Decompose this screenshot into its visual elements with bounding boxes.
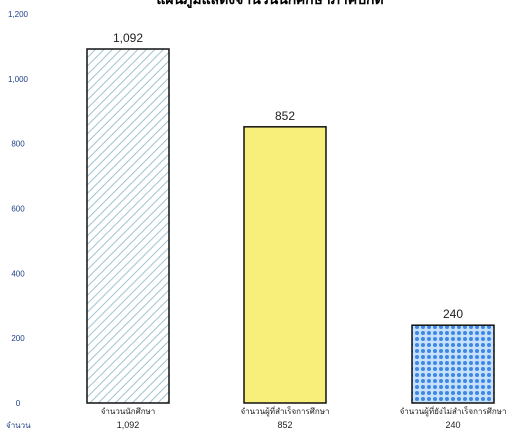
bar-value-label: 240 — [443, 307, 463, 321]
table-value: 240 — [445, 420, 460, 430]
y-tick-label: 800 — [11, 140, 25, 149]
bars — [86, 48, 495, 404]
bar-value-label: 852 — [275, 109, 295, 123]
chart-title: แผนภูมิแสดงจำนวนนักศึกษาภาคปกติ — [156, 0, 383, 8]
bar — [243, 126, 327, 404]
bar-value-label: 1,092 — [113, 31, 143, 45]
category-labels: จำนวนนักศึกษา จำนวนผู้ที่สำเร็จการศึกษา จำ… — [101, 405, 507, 417]
y-tick-label: 600 — [11, 205, 25, 214]
table-value: 1,092 — [117, 420, 140, 430]
y-tick-label: 1,200 — [8, 10, 29, 19]
category-label: จำนวนผู้ที่สำเร็จการศึกษา — [241, 405, 330, 417]
bar — [86, 48, 170, 404]
y-tick-label: 0 — [16, 399, 21, 408]
y-tick-label: 200 — [11, 334, 25, 343]
category-label: จำนวนนักศึกษา — [101, 407, 156, 416]
category-label: จำนวนผู้ที่ยังไม่สำเร็จการศึกษา — [400, 405, 507, 417]
bar — [411, 324, 495, 404]
bar-value-labels: 1,092 852 240 — [113, 31, 463, 321]
table-row-label: จำนวน — [6, 421, 31, 430]
y-axis: 0 200 400 600 800 1,000 1,200 — [8, 10, 29, 408]
y-tick-label: 400 — [11, 269, 25, 278]
data-table-row: 1,092 852 240 จำนวน — [6, 420, 461, 430]
table-value: 852 — [277, 420, 292, 430]
y-tick-label: 1,000 — [8, 75, 29, 84]
